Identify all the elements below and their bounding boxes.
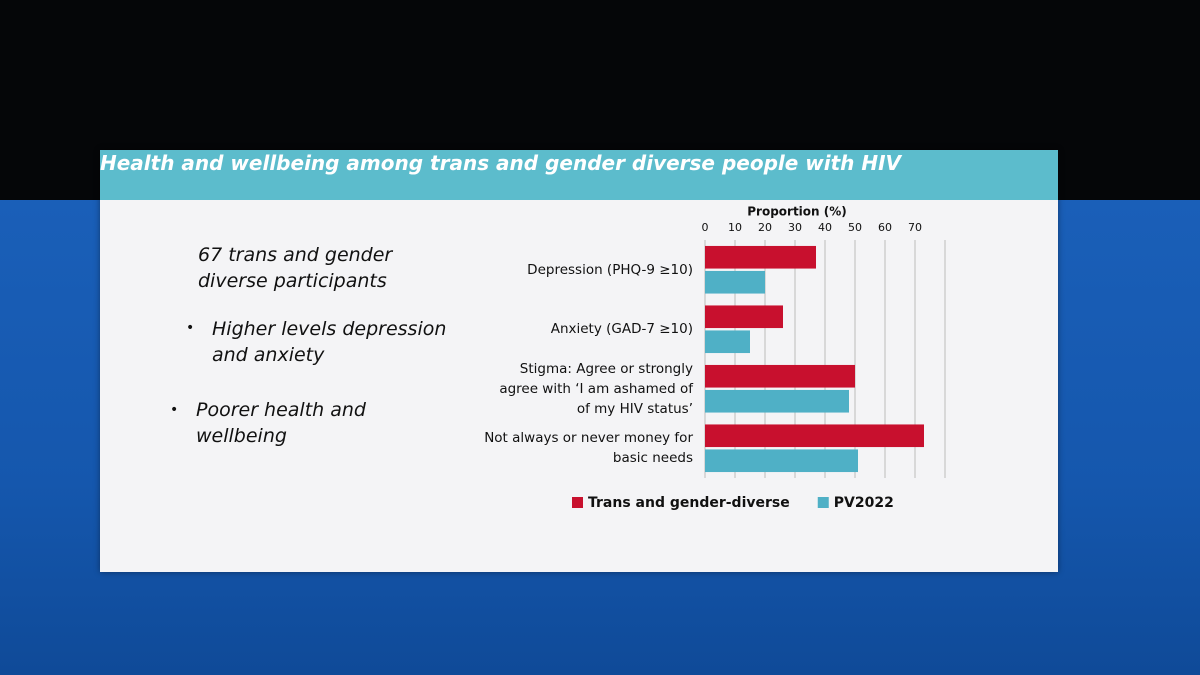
- category-label: Depression (PHQ-9 ≥10): [527, 261, 693, 278]
- x-tick-label: 70: [908, 221, 922, 234]
- category-label: Not always or never money for basic need…: [484, 430, 693, 467]
- bar: [705, 330, 750, 354]
- legend-label: PV2022: [834, 495, 894, 511]
- bar: [705, 245, 816, 269]
- x-tick-label: 30: [788, 221, 802, 234]
- x-axis-label: Proportion (%): [747, 205, 847, 219]
- x-tick-label: 60: [878, 221, 892, 234]
- legend-swatch: [817, 497, 829, 508]
- bar: [705, 449, 858, 473]
- x-tick-label: 50: [848, 221, 862, 234]
- point: Higher levels depression and anxiety: [212, 318, 447, 366]
- title-bar: [100, 150, 1058, 200]
- x-tick-label: 0: [702, 221, 709, 234]
- x-tick-label: 40: [818, 221, 832, 234]
- point: 67 trans and gender diverse participants: [198, 244, 393, 292]
- bullet-dot: •: [186, 320, 195, 336]
- bar: [705, 424, 924, 448]
- x-tick-label: 10: [728, 221, 742, 234]
- category-label: Anxiety (GAD-7 ≥10): [550, 321, 693, 338]
- x-tick-label: 20: [758, 221, 772, 234]
- bar: [705, 364, 855, 388]
- slide-title: Health and wellbeing among trans and gen…: [100, 151, 902, 175]
- legend-label: Trans and gender-diverse: [588, 495, 790, 511]
- bar: [705, 305, 783, 329]
- category-label: Stigma: Agree or strongly agree with ‘I …: [499, 360, 693, 417]
- bullet-dot: •: [170, 402, 179, 418]
- bar: [705, 389, 849, 413]
- bar: [705, 270, 765, 294]
- point: Poorer health and wellbeing: [196, 399, 366, 447]
- legend-swatch: [572, 497, 583, 508]
